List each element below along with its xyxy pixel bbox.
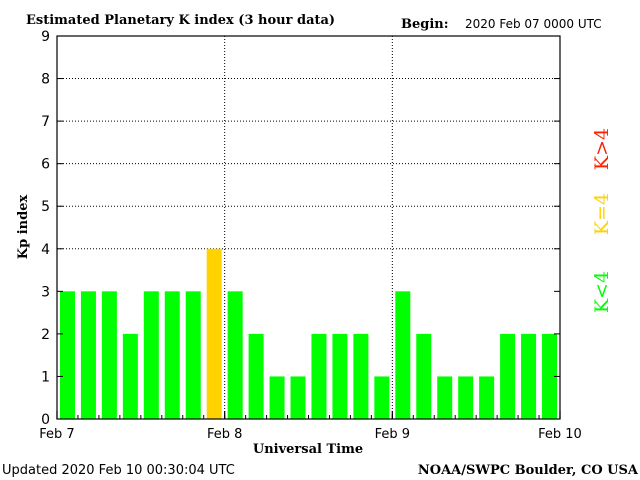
kp-bar xyxy=(479,376,495,419)
bar-series xyxy=(59,248,558,419)
chart-title: Estimated Planetary K index (3 hour data… xyxy=(26,13,335,28)
kp-bar xyxy=(122,333,138,419)
kp-bar xyxy=(395,291,411,419)
kp-bar xyxy=(248,333,264,419)
legend-k-greater-4: K>4 xyxy=(591,128,613,170)
y-tick-label: 3 xyxy=(41,284,50,300)
kp-bar xyxy=(437,376,453,419)
y-tick-label: 5 xyxy=(41,199,50,215)
kp-bar xyxy=(80,291,96,419)
legend-k-less-4: K<4 xyxy=(591,271,613,313)
legend-k-equal-4: K=4 xyxy=(591,193,613,235)
kp-bar xyxy=(332,333,348,419)
kp-bar xyxy=(206,248,222,419)
y-tick-label: 4 xyxy=(41,242,50,258)
kp-bar xyxy=(290,376,306,419)
kp-bar xyxy=(269,376,285,419)
x-tick-label: Feb 10 xyxy=(538,427,582,442)
kp-bar xyxy=(353,333,369,419)
y-tick-label: 7 xyxy=(41,114,50,130)
kp-bar xyxy=(542,333,558,419)
kp-bar xyxy=(59,291,75,419)
kp-bar xyxy=(311,333,327,419)
kp-bar xyxy=(143,291,159,419)
updated-timestamp: Updated 2020 Feb 10 00:30:04 UTC xyxy=(2,463,235,478)
kp-bar xyxy=(416,333,432,419)
y-tick-label: 6 xyxy=(41,157,50,173)
kp-bar xyxy=(164,291,180,419)
y-tick-label: 0 xyxy=(41,412,50,428)
begin-label: Begin: xyxy=(401,17,449,32)
y-tick-label: 2 xyxy=(41,327,50,343)
kp-bar xyxy=(500,333,516,419)
x-tick-label: Feb 7 xyxy=(39,427,74,442)
y-tick-label: 9 xyxy=(41,29,50,45)
x-tick-label: Feb 9 xyxy=(375,427,410,442)
x-tick-label: Feb 8 xyxy=(207,427,242,442)
source-credit: NOAA/SWPC Boulder, CO USA xyxy=(418,463,639,478)
grid-lines xyxy=(57,36,560,419)
begin-value: 2020 Feb 07 0000 UTC xyxy=(465,17,602,31)
x-axis-label: Universal Time xyxy=(253,442,363,457)
kp-bar xyxy=(227,291,243,419)
kp-bar xyxy=(101,291,117,419)
kp-bar xyxy=(458,376,474,419)
kp-bar xyxy=(185,291,201,419)
y-axis: 0 1 2 3 4 5 6 7 8 9 xyxy=(41,29,560,428)
y-tick-label: 1 xyxy=(41,369,50,385)
kp-bar xyxy=(521,333,537,419)
y-tick-label: 8 xyxy=(41,72,50,88)
kp-bar xyxy=(374,376,390,419)
x-axis: Feb 7 Feb 8 Feb 9 Feb 10 xyxy=(39,411,582,442)
y-axis-label: Kp index xyxy=(16,195,31,260)
